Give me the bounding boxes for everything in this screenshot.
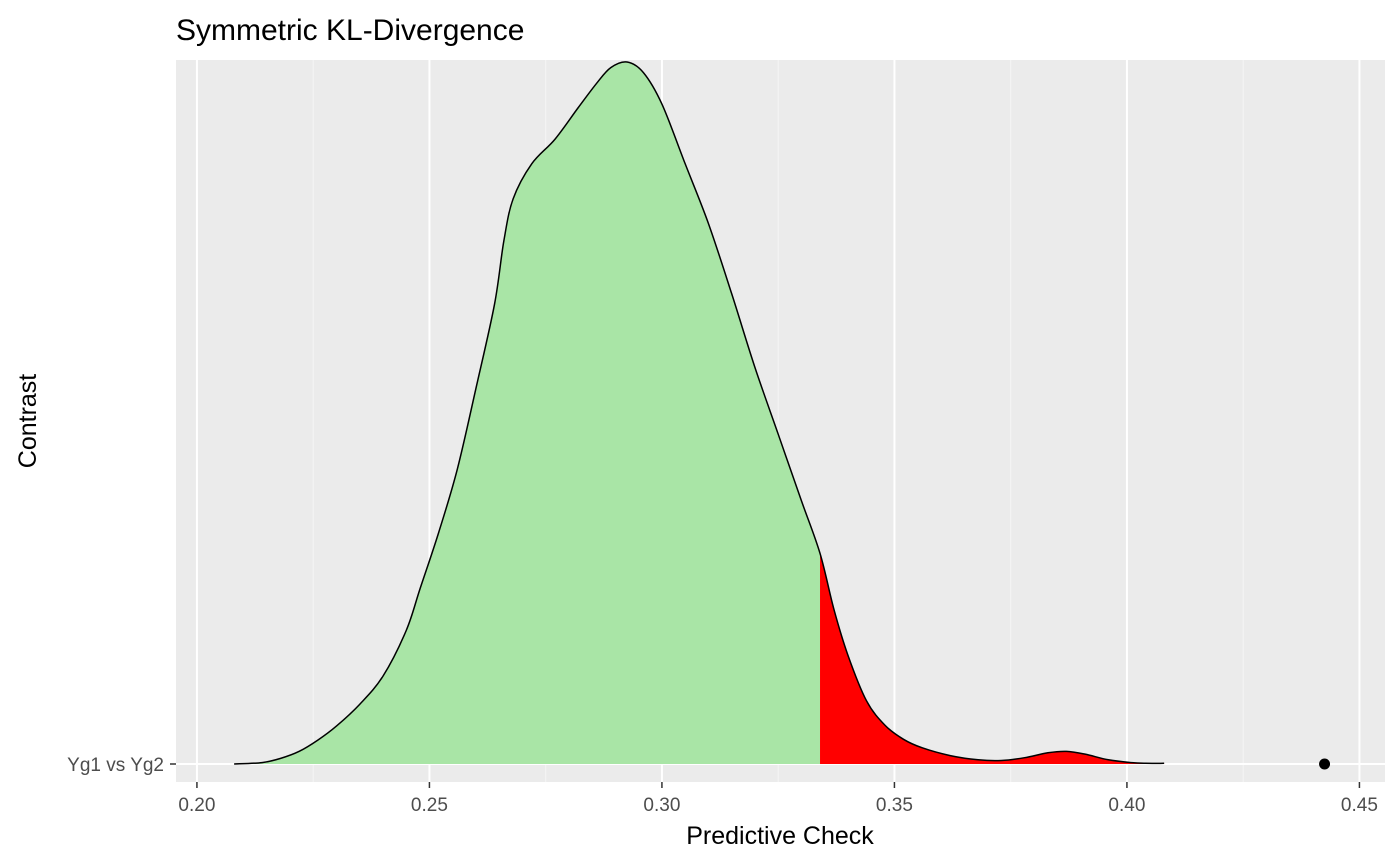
x-tick-label: 0.30 xyxy=(643,795,680,816)
x-tick-label: 0.25 xyxy=(411,795,448,816)
x-tick-label: 0.45 xyxy=(1341,795,1378,816)
y-axis: Yg1 vs Yg2 xyxy=(67,755,176,776)
x-tick-label: 0.35 xyxy=(876,795,913,816)
y-axis-title: Contrast xyxy=(14,374,42,469)
x-axis: 0.20 0.25 0.30 0.35 0.40 0.45 xyxy=(178,782,1378,816)
x-tick-label: 0.20 xyxy=(178,795,215,816)
density-outline xyxy=(234,61,1165,765)
observed-point xyxy=(1319,758,1331,770)
chart-title: Symmetric KL-Divergence xyxy=(176,14,524,47)
density-area-main xyxy=(234,61,821,764)
point-layer xyxy=(1319,758,1331,770)
density-area-tail xyxy=(820,553,1165,764)
y-tick-label: Yg1 vs Yg2 xyxy=(67,755,164,776)
x-tick-label: 0.40 xyxy=(1108,795,1145,816)
x-axis-title: Predictive Check xyxy=(686,822,874,850)
density-layer xyxy=(234,61,1165,765)
